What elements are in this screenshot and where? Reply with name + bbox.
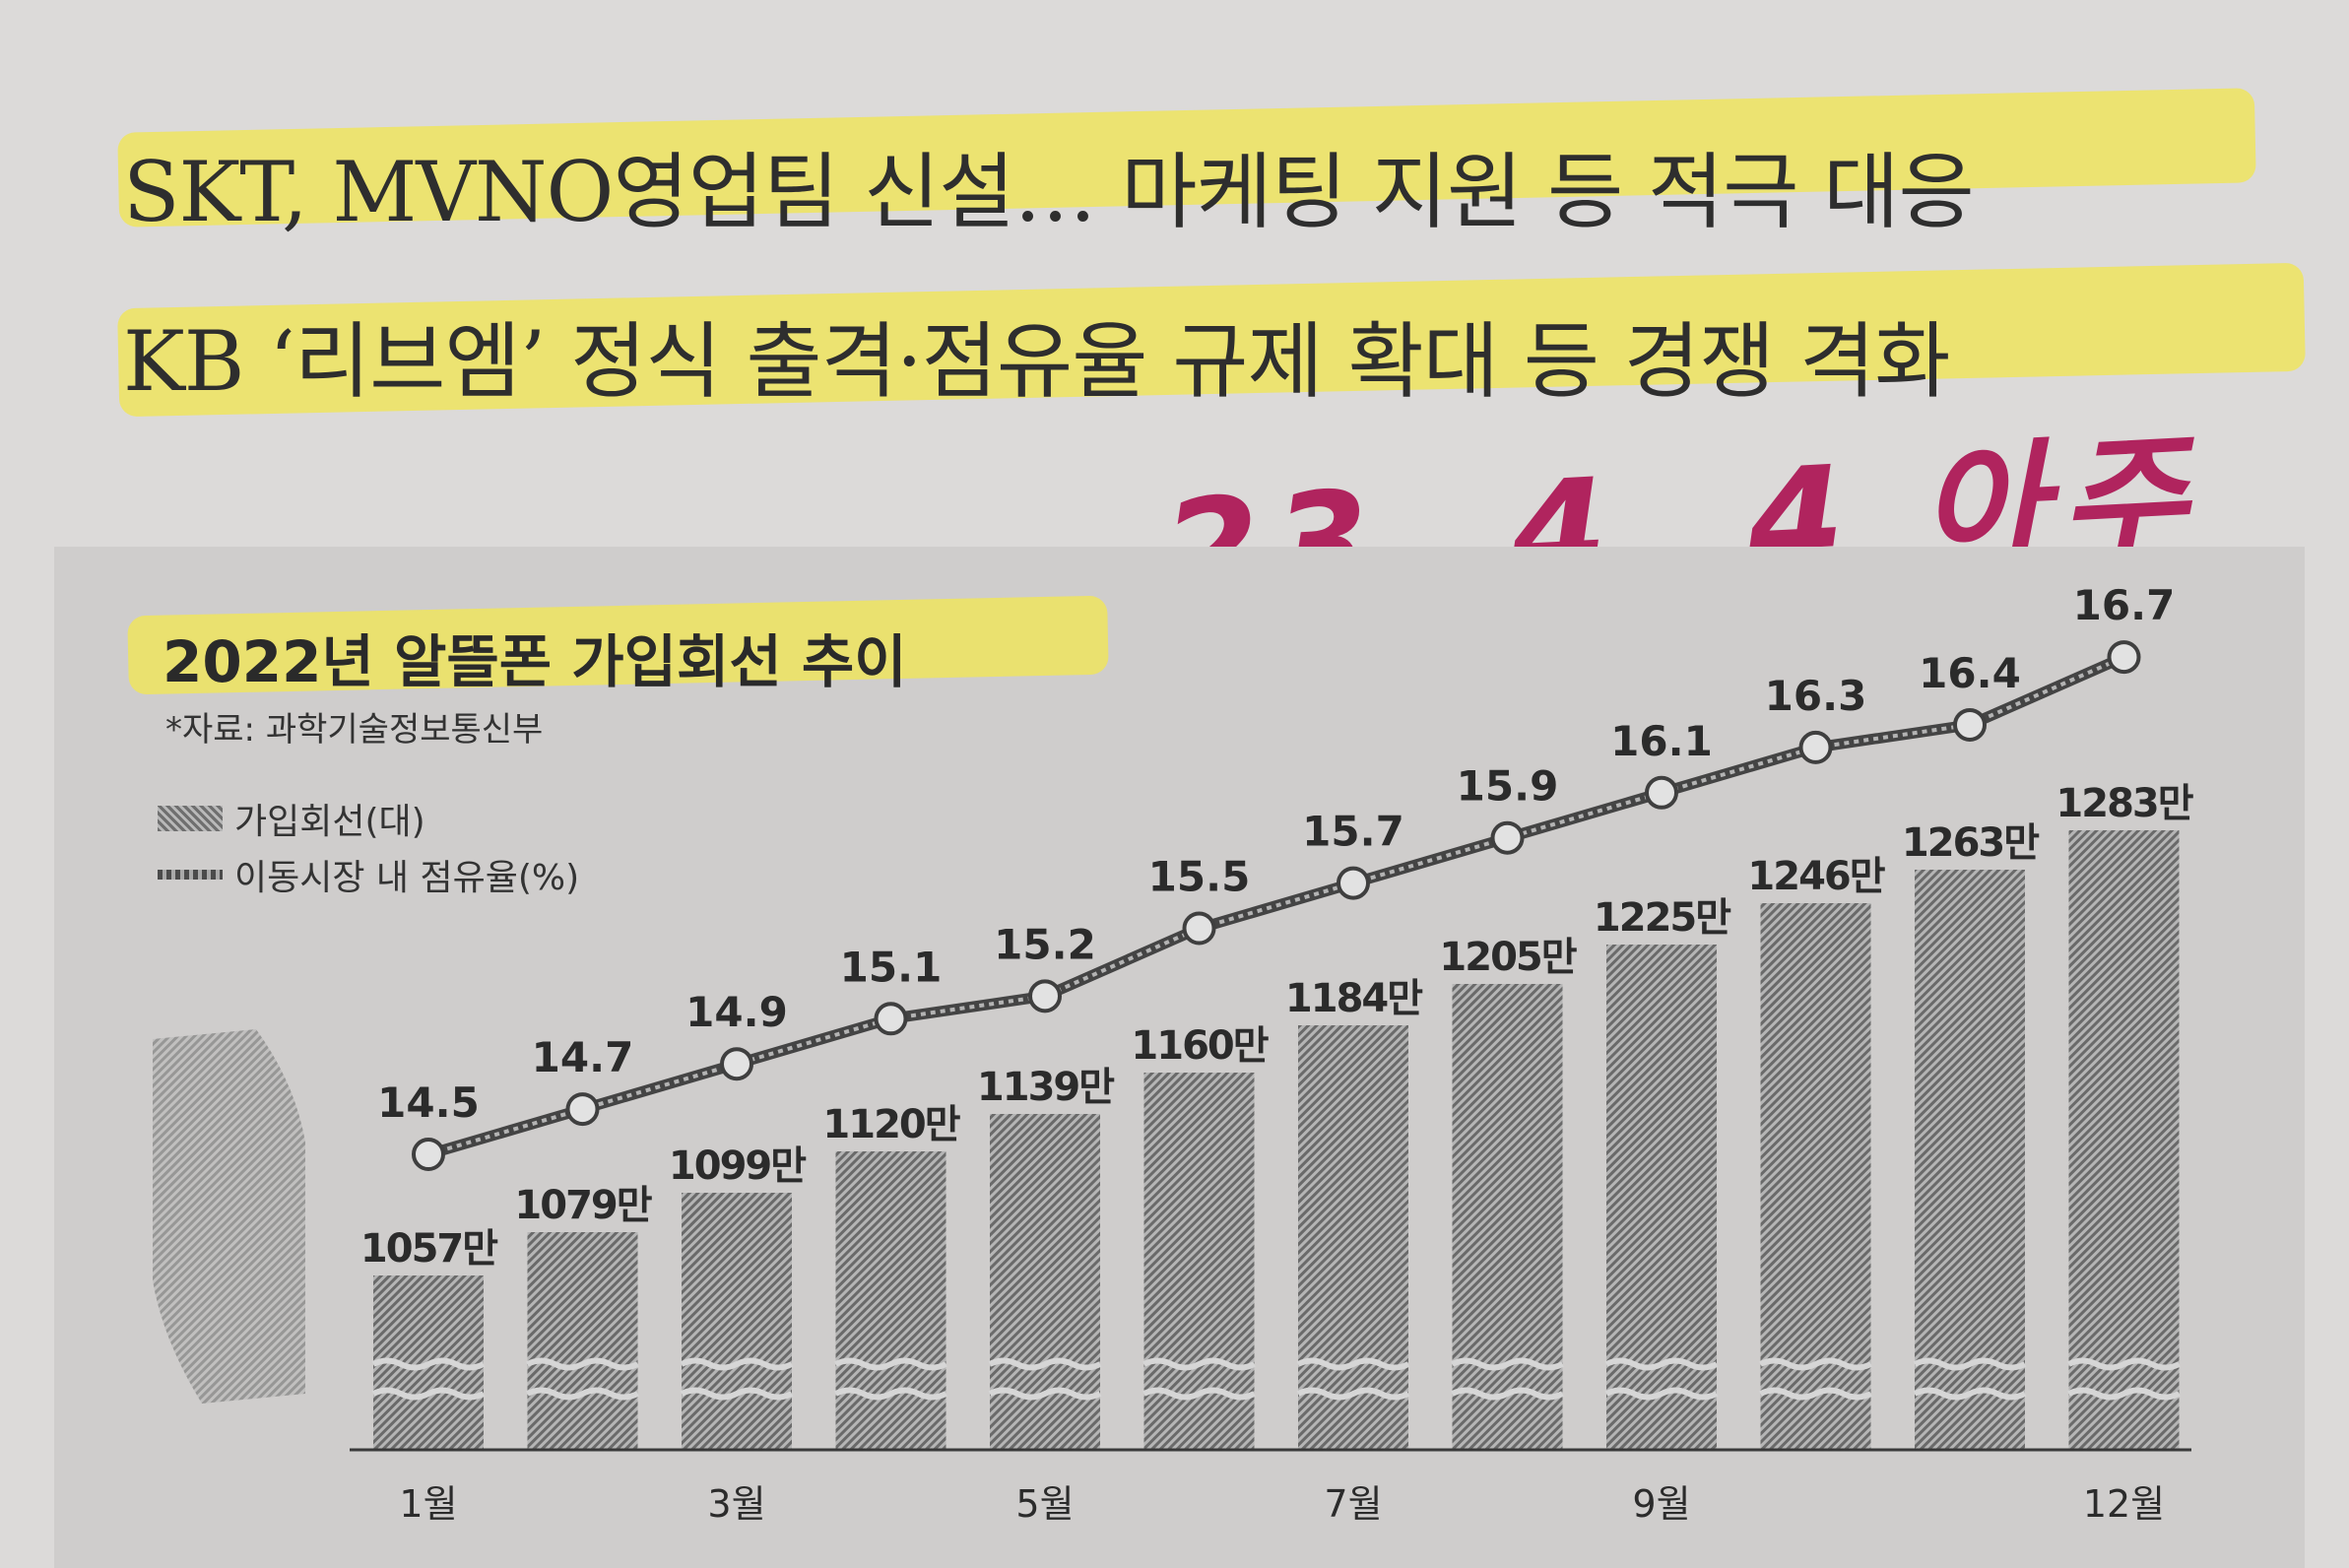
- share-point-5: [1028, 979, 1062, 1013]
- x-tick-label-5: 5월: [1015, 1482, 1074, 1526]
- bar-value-label-11: 1263만: [1902, 820, 2040, 866]
- share-value-label-11: 16.4: [1919, 649, 2021, 697]
- axis-break-2-1: [526, 1357, 639, 1371]
- axis-break-10-1: [1759, 1357, 1872, 1371]
- bar-3: [682, 1193, 792, 1450]
- axis-break-1-2: [371, 1387, 486, 1401]
- share-point-7: [1337, 866, 1370, 900]
- bar-value-label-1: 1057만: [360, 1226, 498, 1272]
- share-value-label-12: 16.7: [2073, 581, 2176, 629]
- share-value-label-2: 14.7: [532, 1033, 634, 1081]
- axis-break-9-1: [1604, 1357, 1719, 1371]
- bar-value-label-5: 1139만: [977, 1065, 1115, 1110]
- bars-layer: 1057만 1079만 1099만 1120만 1139만 1160만 1184만 1205만…: [360, 781, 2196, 1450]
- x-tick-label-12: 12월: [2083, 1482, 2165, 1526]
- bar-12: [2068, 830, 2180, 1450]
- legend-bar: 가입회선(대): [158, 793, 425, 844]
- axis-break-12-1: [2067, 1357, 2181, 1371]
- bar-value-label-8: 1205만: [1439, 935, 1577, 980]
- share-value-label-3: 14.9: [685, 988, 788, 1036]
- axis-break-8-1: [1451, 1357, 1564, 1371]
- bar-7: [1298, 1025, 1408, 1450]
- share-point-9: [1645, 775, 1678, 810]
- bar-value-label-7: 1184만: [1285, 976, 1423, 1021]
- bar-4: [835, 1151, 946, 1450]
- legend-bar-label: 가입회선(대): [234, 802, 425, 842]
- share-point-2: [565, 1092, 600, 1127]
- x-tick-label-1: 1월: [399, 1482, 457, 1526]
- axis-break-11-1: [1913, 1357, 2027, 1371]
- line-layer: 14.5 14.7 14.9 15.1 15.2 15.5 15.7 15.9 16.1 16.3…: [377, 581, 2176, 1171]
- x-tick-label-7: 7월: [1324, 1482, 1382, 1526]
- bar-8: [1452, 984, 1563, 1450]
- axis-break-9-2: [1604, 1387, 1719, 1401]
- share-point-1: [412, 1138, 445, 1171]
- headline-line-1: SKT, MVNO영업팀 신설… 마케팅 지원 등 적극 대응: [123, 144, 1975, 240]
- legend-bar-swatch: [158, 806, 223, 831]
- bar-11: [1915, 870, 2025, 1450]
- share-point-6: [1182, 911, 1216, 946]
- share-point-11: [1953, 707, 1987, 742]
- axis-break-7-2: [1296, 1387, 1410, 1401]
- legend-line-swatch: [158, 870, 223, 880]
- axis-break-8-2: [1451, 1387, 1564, 1401]
- share-point-12: [2107, 640, 2141, 675]
- axis-break-1-1: [371, 1357, 486, 1371]
- legend-line-label: 이동시장 내 점유율(%): [234, 858, 580, 898]
- bar-value-label-6: 1160만: [1131, 1023, 1269, 1069]
- share-point-8: [1490, 820, 1525, 855]
- share-point-3: [720, 1047, 753, 1081]
- share-value-label-7: 15.7: [1302, 808, 1404, 856]
- bar-value-label-10: 1246만: [1747, 854, 1885, 899]
- ticks-layer: 1월 3월 5월 7월 9월 12월: [399, 1482, 2165, 1526]
- axis-break-2-2: [526, 1387, 639, 1401]
- share-value-label-1: 14.5: [377, 1078, 480, 1127]
- share-point-4: [874, 1002, 908, 1036]
- bar-9: [1606, 945, 1717, 1450]
- axis-break-7-1: [1296, 1357, 1410, 1371]
- share-point-10: [1798, 730, 1833, 764]
- share-value-label-6: 15.5: [1148, 853, 1251, 901]
- chart-title: 2022년 알뜰폰 가입회선 추이: [163, 628, 907, 695]
- bar-6: [1143, 1073, 1255, 1450]
- axis-break-12-2: [2067, 1387, 2181, 1401]
- axis-break-3-2: [680, 1387, 794, 1401]
- bar-value-label-4: 1120만: [822, 1102, 960, 1147]
- chart-source: *자료: 과학기술정보통신부: [165, 710, 544, 750]
- axis-break-4-1: [834, 1357, 947, 1371]
- headline-line-2: KB ‘리브엠’ 정식 출격·점유율 규제 확대 등 경쟁 격화: [123, 313, 1951, 410]
- bar-value-label-3: 1099만: [669, 1143, 807, 1189]
- axis-break-5-2: [988, 1387, 1102, 1401]
- share-value-label-8: 15.9: [1457, 762, 1559, 811]
- share-line: [426, 652, 2126, 1160]
- ghost-bar: [153, 1029, 305, 1404]
- x-tick-label-3: 3월: [707, 1482, 765, 1526]
- axis-break-6-2: [1142, 1387, 1256, 1401]
- axis-break-6-1: [1142, 1357, 1256, 1371]
- bar-value-label-2: 1079만: [514, 1183, 652, 1228]
- share-value-label-5: 15.2: [994, 920, 1096, 968]
- axis-break-5-1: [988, 1357, 1102, 1371]
- share-value-label-10: 16.3: [1765, 672, 1867, 720]
- axis-break-4-2: [834, 1387, 947, 1401]
- bar-value-label-12: 1283만: [2055, 781, 2193, 826]
- axis-break-11-2: [1913, 1387, 2027, 1401]
- share-value-label-9: 16.1: [1610, 717, 1713, 765]
- x-tick-label-9: 9월: [1632, 1482, 1690, 1526]
- bar-2: [527, 1232, 638, 1450]
- legend-line: 이동시장 내 점유율(%): [158, 849, 579, 900]
- bar-value-label-9: 1225만: [1594, 895, 1731, 941]
- axis-break-3-1: [680, 1357, 794, 1371]
- share-value-label-4: 15.1: [840, 943, 943, 991]
- axis-break-10-2: [1759, 1387, 1872, 1401]
